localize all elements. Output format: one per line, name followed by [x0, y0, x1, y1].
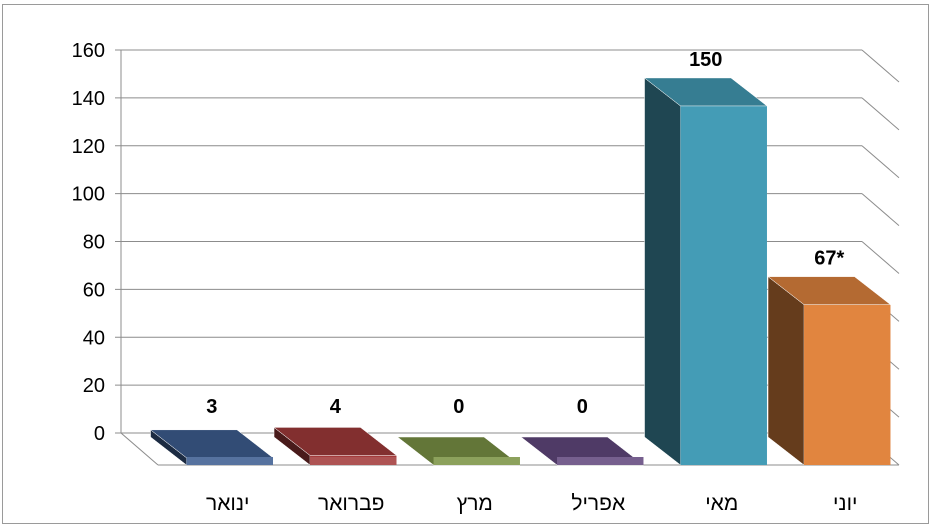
- y-tick-label: 60: [83, 279, 105, 301]
- bar-top: [767, 276, 892, 305]
- bar-top: [643, 77, 768, 107]
- data-label: 0: [453, 396, 464, 418]
- side-gridline: [861, 241, 900, 274]
- bar-top: [273, 427, 398, 456]
- side-gridline: [861, 193, 900, 227]
- chart-frame: 0 20 40 60 80 100 120 140 160 ינואר פברואר מרץ אפרי…: [2, 4, 929, 524]
- x-tick-label: מאי: [705, 492, 738, 515]
- bar-1: [149, 429, 274, 466]
- x-tick-label: ינואר: [206, 492, 250, 515]
- data-labels: 3 4 0 0 150 67*: [206, 49, 844, 418]
- y-tick-label: 120: [72, 136, 105, 158]
- x-tick-label: פברואר: [318, 492, 384, 515]
- data-label: 4: [330, 396, 342, 418]
- x-axis-ticks: ינואר פברואר מרץ אפריל מאי יוני: [206, 492, 858, 515]
- bar-front: [804, 304, 891, 465]
- bar-2: [273, 426, 398, 466]
- y-tick-label: 100: [72, 184, 105, 206]
- data-label: 3: [206, 396, 217, 418]
- y-tick-label: 80: [83, 232, 105, 254]
- x-tick-label: אפריל: [571, 492, 625, 515]
- axes: [115, 49, 899, 466]
- bar-5: [643, 77, 768, 466]
- bar-side: [767, 276, 805, 466]
- bar-base: [557, 457, 644, 465]
- bar-front: [680, 105, 767, 465]
- data-label: 0: [577, 396, 588, 418]
- bars: [149, 77, 892, 466]
- y-tick-label: 160: [72, 40, 105, 62]
- side-gridline: [861, 97, 900, 131]
- bar-4: [520, 436, 645, 466]
- bar-side: [644, 77, 681, 466]
- bar-top: [149, 429, 274, 459]
- y-tick-label: 20: [83, 375, 105, 397]
- data-label: 67*: [814, 248, 844, 270]
- side-gridline: [861, 49, 900, 83]
- y-axis-ticks: 0 20 40 60 80 100 120 140 160: [72, 40, 105, 445]
- y-tick-label: 40: [83, 327, 105, 349]
- bar-base: [310, 457, 397, 465]
- x-tick-label: מרץ: [457, 492, 493, 515]
- bar-3: [396, 436, 521, 466]
- floor-left-edge: [120, 432, 159, 466]
- bar-base: [186, 457, 273, 465]
- data-label: 150: [689, 49, 722, 71]
- y-tick-label: 0: [94, 423, 105, 445]
- bar-6: [767, 276, 892, 466]
- x-tick-label: יוני: [833, 492, 858, 515]
- bar-base: [433, 457, 520, 465]
- side-gridline: [861, 145, 900, 179]
- y-tick-label: 140: [72, 88, 105, 110]
